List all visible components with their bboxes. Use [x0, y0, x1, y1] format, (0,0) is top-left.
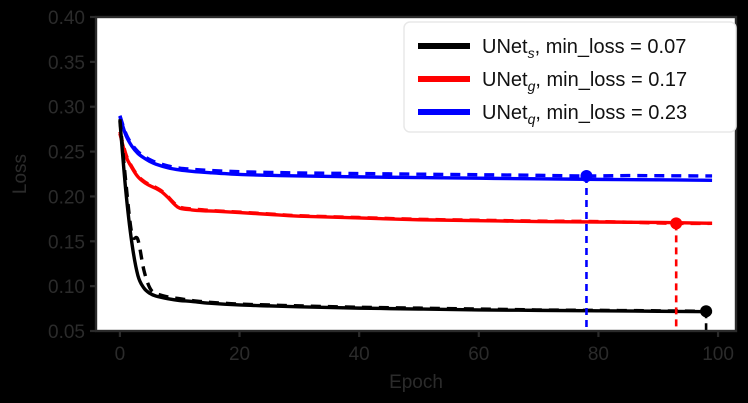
y-tick-label: 0.25	[48, 143, 85, 164]
series-line-unet-s	[118, 120, 713, 314]
x-tick-label: 40	[349, 344, 370, 365]
legend-label-0: UNets, min_loss = 0.07	[482, 36, 686, 61]
legend-label-subscript-2: q	[528, 111, 536, 127]
min-marker-unet-g-min	[670, 217, 683, 230]
legend-label-subscript-1: g	[528, 78, 536, 94]
y-tick-label: 0.15	[48, 232, 85, 253]
y-tick-label: 0.35	[48, 53, 85, 74]
y-tick-label: 0.20	[48, 187, 85, 208]
min-marker-unet-s-min	[700, 305, 713, 318]
legend-label-value-1: , min_loss = 0.17	[535, 69, 687, 91]
legend-label-base-1: UNet	[482, 69, 528, 91]
series-group	[118, 115, 713, 331]
x-tick-label: 20	[229, 344, 250, 365]
x-tick-label: 80	[588, 344, 609, 365]
y-tick-label: 0.05	[48, 322, 85, 343]
y-tick-label: 0.30	[48, 98, 85, 119]
series-line-unet-q	[118, 116, 713, 182]
legend-label-base-2: UNet	[482, 102, 528, 124]
y-tick-label: 0.10	[48, 277, 85, 298]
y-axis-title: Loss	[10, 154, 31, 194]
x-tick-label: 60	[468, 344, 489, 365]
legend-label-2: UNetq, min_loss = 0.23	[482, 102, 687, 127]
legend-label-subscript-0: s	[528, 45, 535, 61]
legend-box	[403, 21, 737, 133]
legend-label-base-0: UNet	[482, 36, 528, 58]
legend-label-1: UNetg, min_loss = 0.17	[482, 69, 687, 94]
x-axis-title: Epoch	[389, 372, 443, 393]
legend-label-value-0: , min_loss = 0.07	[535, 36, 687, 58]
x-tick-label: 0	[115, 344, 126, 365]
min-marker-unet-q-min	[580, 169, 593, 182]
series-line-unet-g	[118, 133, 713, 226]
legend-label-value-2: , min_loss = 0.23	[535, 102, 687, 124]
x-tick-label: 100	[702, 344, 734, 365]
plot-frame	[94, 15, 738, 333]
y-tick-label: 0.40	[48, 8, 85, 29]
